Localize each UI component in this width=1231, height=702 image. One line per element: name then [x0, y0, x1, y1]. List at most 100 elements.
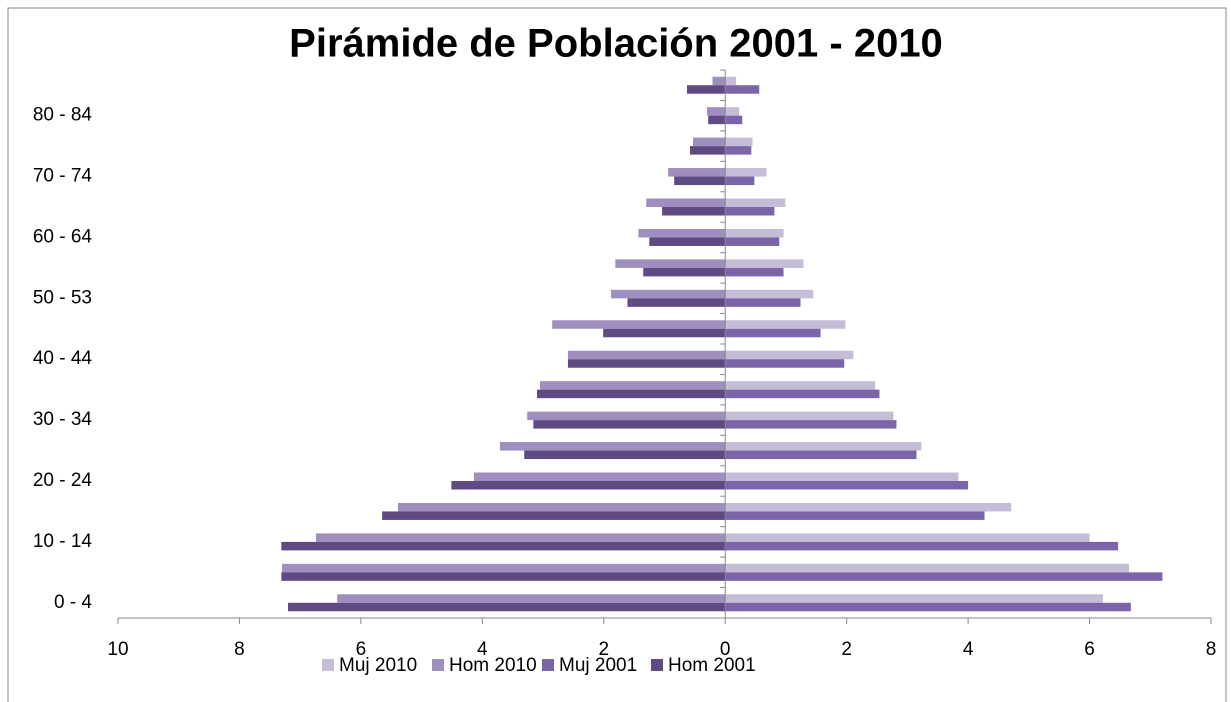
- bar: [725, 511, 985, 520]
- legend-swatch: [542, 659, 554, 671]
- bar: [725, 289, 814, 299]
- legend-swatch: [432, 659, 444, 671]
- bar: [725, 572, 1163, 581]
- bar: [725, 298, 801, 307]
- y-tick-label: 70 - 74: [33, 166, 93, 187]
- bar: [725, 472, 959, 481]
- bar: [499, 442, 726, 451]
- bar: [725, 350, 854, 360]
- bar: [686, 85, 726, 94]
- y-tick-label: 20 - 24: [33, 470, 93, 491]
- bar: [662, 207, 726, 216]
- x-tick-label: 6: [1084, 639, 1095, 660]
- bar: [288, 602, 726, 612]
- bar: [725, 481, 969, 490]
- bar: [524, 450, 726, 460]
- bar: [567, 359, 726, 368]
- bar: [725, 237, 780, 246]
- bar: [473, 472, 726, 481]
- bar: [725, 411, 894, 421]
- bar: [540, 381, 726, 390]
- bar: [725, 207, 775, 216]
- bar: [725, 320, 846, 329]
- legend-swatch: [322, 659, 334, 671]
- bar: [638, 228, 726, 238]
- bar: [725, 228, 784, 238]
- bar: [527, 411, 726, 421]
- bar: [725, 381, 876, 390]
- x-tick-label: 2: [598, 639, 609, 660]
- bar: [627, 298, 726, 307]
- bar: [725, 502, 1012, 512]
- bar: [281, 541, 726, 551]
- bar: [668, 168, 726, 177]
- bar: [281, 563, 726, 573]
- bar: [725, 450, 917, 460]
- y-tick-label: 80 - 84: [33, 105, 93, 126]
- bar: [725, 137, 753, 147]
- bar: [725, 146, 752, 155]
- bar: [725, 328, 821, 338]
- bar: [725, 115, 743, 125]
- x-tick-label: 8: [234, 639, 245, 660]
- bar: [643, 267, 726, 277]
- y-tick-label: 40 - 44: [33, 348, 93, 369]
- bar: [533, 420, 726, 429]
- chart-border: [7, 7, 1227, 702]
- bar: [725, 359, 845, 368]
- bar: [611, 289, 726, 299]
- legend-label: Hom 2001: [668, 655, 756, 676]
- x-tick-label: 4: [963, 639, 974, 660]
- bar: [725, 563, 1130, 573]
- bar: [281, 572, 726, 581]
- bar: [552, 320, 726, 329]
- bar: [603, 328, 726, 338]
- bar: [708, 115, 726, 125]
- bar: [725, 107, 740, 116]
- bar: [382, 511, 726, 520]
- bar: [567, 350, 726, 360]
- bar: [725, 259, 804, 268]
- bar: [725, 420, 897, 429]
- bar: [693, 137, 726, 147]
- bar: [725, 541, 1119, 551]
- bar: [649, 237, 726, 246]
- bar: [725, 594, 1103, 603]
- bar: [725, 442, 922, 451]
- bar: [451, 481, 726, 490]
- bar: [725, 168, 767, 177]
- y-tick-label: 0 - 4: [54, 592, 92, 613]
- legend-label: Hom 2010: [449, 655, 537, 676]
- bar: [725, 267, 784, 277]
- bar: [536, 389, 726, 399]
- bar: [725, 389, 880, 399]
- bar: [725, 85, 760, 94]
- bar: [337, 594, 726, 603]
- bar: [725, 176, 755, 186]
- bar: [725, 533, 1090, 542]
- y-tick-label: 30 - 34: [33, 409, 93, 430]
- bar: [725, 602, 1131, 612]
- bar: [615, 259, 726, 268]
- y-tick-label: 10 - 14: [33, 531, 93, 552]
- bar: [725, 76, 737, 86]
- bar: [674, 176, 726, 186]
- bar: [397, 502, 726, 512]
- legend-swatch: [651, 659, 663, 671]
- x-tick-label: 8: [1206, 639, 1217, 660]
- y-tick-label: 50 - 53: [33, 287, 92, 308]
- bar: [315, 533, 726, 542]
- x-tick-label: 0: [720, 639, 731, 660]
- legend-label: Muj 2010: [339, 655, 417, 676]
- legend-label: Muj 2001: [559, 655, 637, 676]
- chart-title: Pirámide de Población 2001 - 2010: [289, 22, 943, 66]
- bar: [646, 198, 726, 207]
- bar: [725, 198, 786, 207]
- x-tick-label: 4: [477, 639, 488, 660]
- bar: [712, 76, 726, 86]
- x-tick-label: 2: [841, 639, 852, 660]
- x-tick-label: 6: [356, 639, 367, 660]
- bar: [690, 146, 726, 155]
- y-tick-label: 60 - 64: [33, 226, 93, 247]
